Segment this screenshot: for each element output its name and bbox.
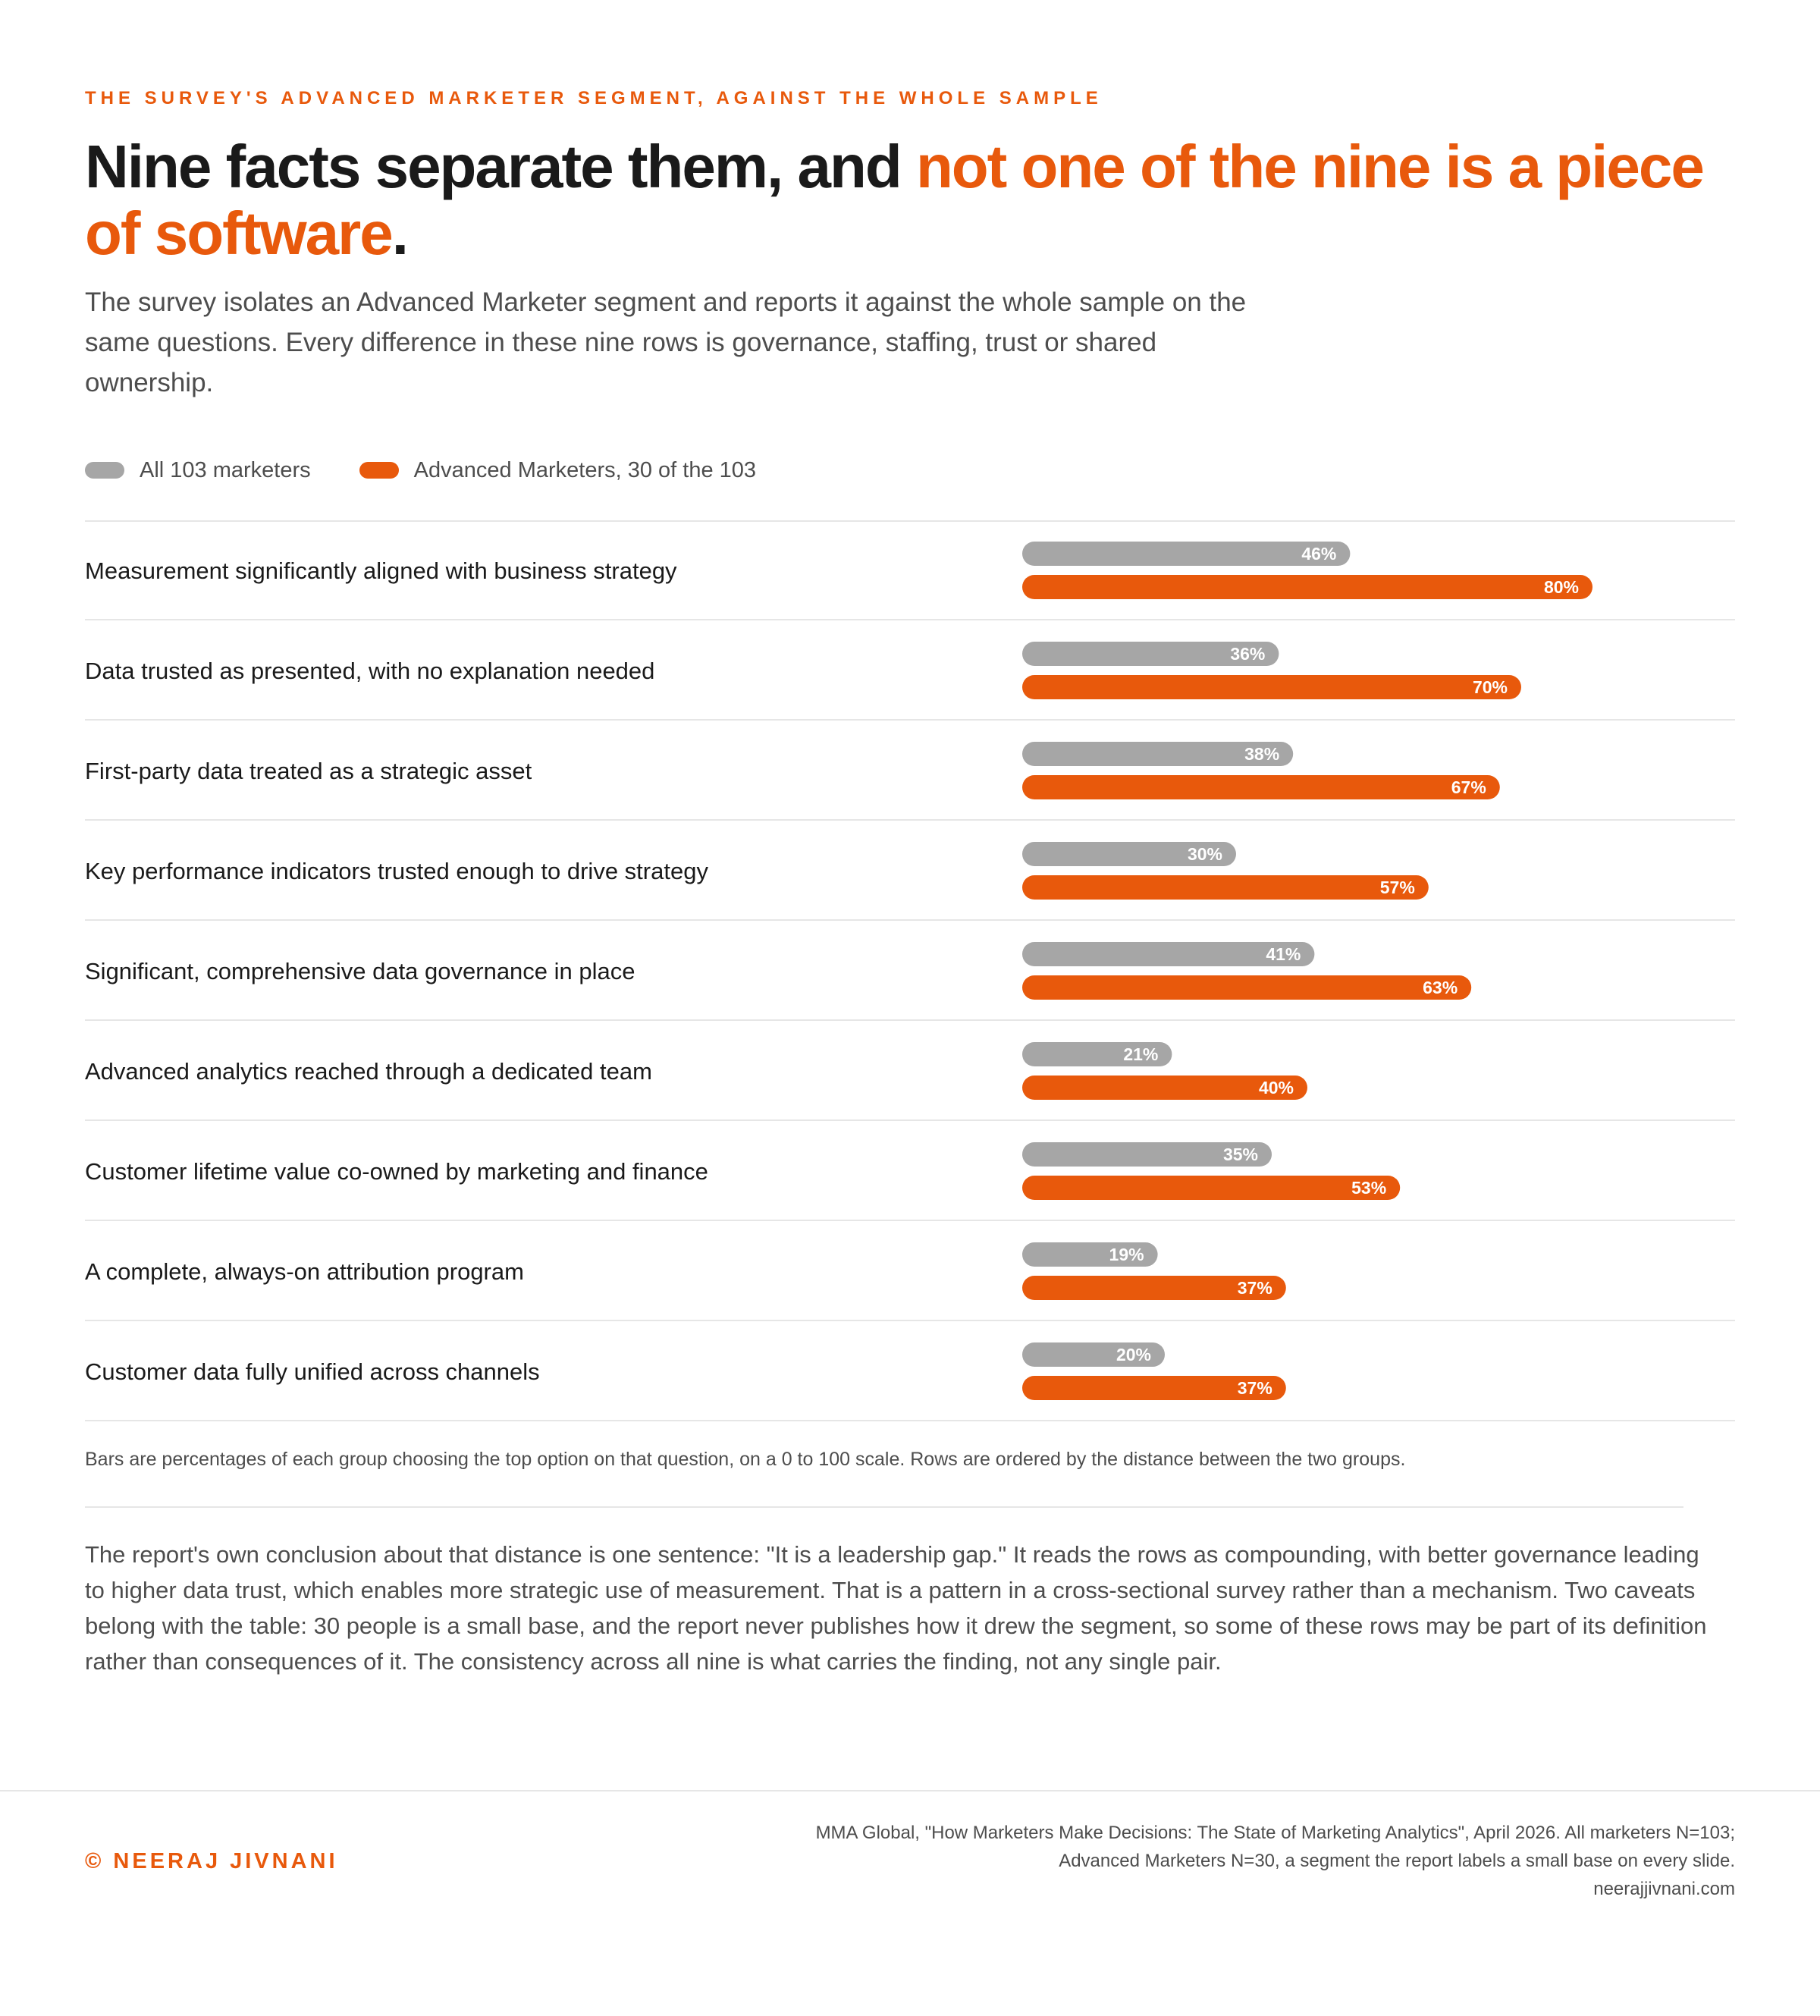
bar-advanced-6 [1022, 1076, 1307, 1100]
bar-label-advanced-3: 67% [1451, 777, 1486, 797]
bar-label-all-8: 19% [1109, 1245, 1144, 1264]
copyright: © NEERAJ JIVNANI [85, 1849, 338, 1873]
legend-item-advanced: Advanced Marketers, 30 of the 103 [359, 458, 756, 483]
bar-advanced-2 [1022, 675, 1521, 699]
row-label-a-complete-always-on-attribution-program: A complete, always-on attribution progra… [85, 1258, 524, 1285]
source-line: Advanced Marketers N=30, a segment the r… [1059, 1851, 1735, 1871]
bar-advanced-4 [1022, 875, 1429, 900]
bar-label-advanced-8: 37% [1238, 1278, 1272, 1298]
bar-all-7 [1022, 1142, 1272, 1167]
chart-footnote: Bars are percentages of each group choos… [85, 1449, 1406, 1470]
bar-label-advanced-6: 40% [1259, 1078, 1294, 1097]
row-label-customer-data-fully-unified-across-channels: Customer data fully unified across chann… [85, 1358, 540, 1385]
bar-label-all-9: 20% [1116, 1345, 1151, 1364]
source-note: MMA Global, "How Marketers Make Decision… [673, 1819, 1735, 1903]
bar-advanced-3 [1022, 775, 1500, 799]
bar-label-advanced-5: 63% [1423, 978, 1458, 997]
row-label-customer-lifetime-value-co-owned-by-marketing-and-finance: Customer lifetime value co-owned by mark… [85, 1158, 708, 1185]
bar-label-all-7: 35% [1223, 1145, 1258, 1164]
bar-label-all-5: 41% [1266, 944, 1301, 964]
headline-accent: not one of the nine is a piece of softwa… [85, 133, 1705, 267]
bar-label-all-3: 38% [1244, 744, 1279, 764]
divider [85, 1506, 1684, 1508]
footer-divider [0, 1790, 1820, 1791]
legend: All 103 marketers Advanced Marketers, 30… [85, 454, 805, 487]
bar-label-all-2: 36% [1230, 644, 1265, 664]
bar-label-all-6: 21% [1123, 1044, 1158, 1064]
row-label-significant-comprehensive-data-governance-in-place: Significant, comprehensive data governan… [85, 958, 635, 984]
subtitle: The survey isolates an Advanced Marketer… [85, 287, 1247, 397]
row-label-key-performance-indicators-trusted-enough-to-drive-strategy: Key performance indicators trusted enoug… [85, 858, 708, 884]
bar-label-all-4: 30% [1188, 844, 1222, 864]
bar-label-all-1: 46% [1301, 544, 1336, 564]
legend-swatch-all [85, 462, 124, 479]
bar-all-4 [1022, 842, 1236, 866]
bar-all-6 [1022, 1042, 1172, 1066]
bar-all-8 [1022, 1242, 1158, 1267]
row-label-first-party-data-treated-as-a-strategic-asset: First-party data treated as a strategic … [85, 758, 532, 784]
bar-all-3 [1022, 742, 1294, 766]
bar-all-5 [1022, 942, 1315, 966]
bar-label-advanced-9: 37% [1238, 1378, 1272, 1398]
headline-plain: Nine facts separate them, and [85, 133, 916, 200]
bar-chart: Measurement significantly aligned with b… [85, 520, 1735, 1421]
source-link[interactable]: neerajjivnani.com [1593, 1879, 1735, 1899]
row-label-measurement-significantly-aligned-with-business-strategy: Measurement significantly aligned with b… [85, 557, 677, 584]
source-line: MMA Global, "How Marketers Make Decision… [815, 1823, 1735, 1843]
bar-advanced-1 [1022, 575, 1592, 599]
row-label-data-trusted-as-presented-with-no-explanation-needed: Data trusted as presented, with no expla… [85, 658, 654, 684]
bar-advanced-8 [1022, 1276, 1286, 1300]
bar-all-2 [1022, 642, 1279, 666]
conclusion-paragraph: The report's own conclusion about that d… [85, 1541, 1707, 1675]
legend-item-all: All 103 marketers [85, 458, 311, 483]
legend-label-all: All 103 marketers [140, 457, 311, 482]
headline-end: . [391, 199, 409, 267]
bar-label-advanced-4: 57% [1380, 878, 1415, 897]
bar-all-9 [1022, 1342, 1165, 1367]
kicker: THE SURVEY'S ADVANCED MARKETER SEGMENT, … [85, 88, 1103, 108]
bar-advanced-5 [1022, 975, 1472, 1000]
bar-label-advanced-1: 80% [1544, 577, 1579, 597]
legend-swatch-advanced [359, 462, 399, 479]
bar-all-1 [1022, 542, 1351, 566]
bar-advanced-9 [1022, 1376, 1286, 1400]
headline: Nine facts separate them, and not one of… [85, 133, 1753, 267]
legend-label-advanced: Advanced Marketers, 30 of the 103 [413, 457, 757, 482]
bar-label-advanced-2: 70% [1473, 677, 1508, 697]
bar-label-advanced-7: 53% [1351, 1178, 1386, 1198]
bar-advanced-7 [1022, 1176, 1401, 1200]
row-label-advanced-analytics-reached-through-a-dedicated-team: Advanced analytics reached through a ded… [85, 1058, 652, 1085]
bar-chart-svg: Measurement significantly aligned with b… [85, 520, 1735, 1421]
